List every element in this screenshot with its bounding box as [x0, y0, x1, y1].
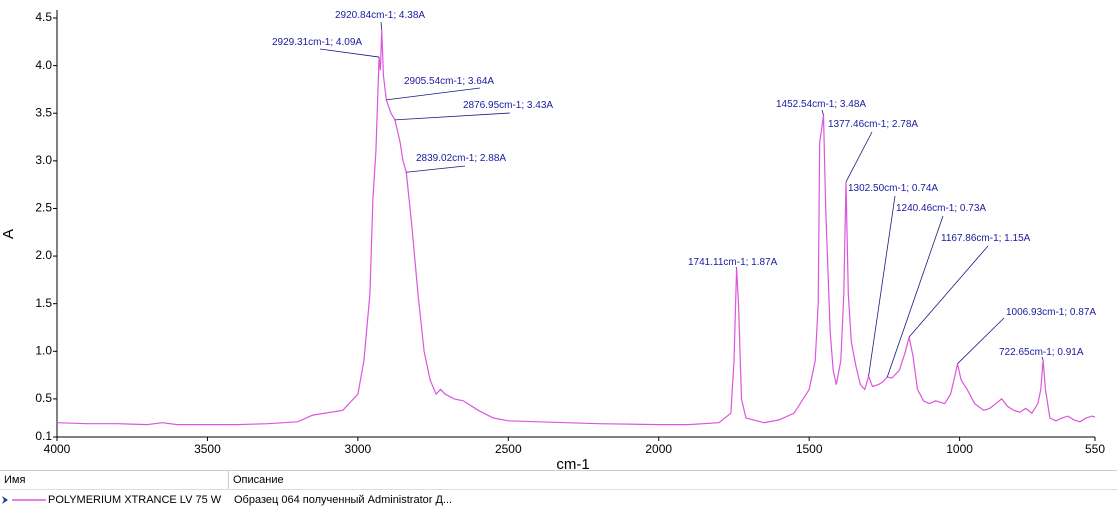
description: Образец 064 полученный Administrator Д..… [234, 493, 453, 506]
leader-line [908, 245, 989, 338]
y-tick-label: 4.0 [35, 58, 52, 72]
y-axis-label: A [0, 229, 17, 239]
peak-label: 2876.95cm-1; 3.43A [463, 100, 553, 111]
peak-label: 1452.54cm-1; 3.48A [776, 99, 866, 110]
peak-label: 2929.31cm-1; 4.09A [272, 37, 362, 48]
leader-line [886, 215, 944, 378]
leader-line [319, 48, 380, 58]
table-row[interactable]: POLYMERIUM XTRANCE LV 75 W Образец 064 п… [0, 490, 1117, 509]
peak-label: 1240.46cm-1; 0.73A [896, 203, 986, 214]
x-tick-label: 3000 [345, 442, 372, 456]
y-tick-label: 3.0 [35, 153, 52, 167]
x-tick-label: 550 [1085, 442, 1105, 456]
peak-label: 1167.86cm-1; 1.15A [941, 233, 1031, 244]
peak-label: 1377.46cm-1; 2.78A [828, 119, 918, 130]
y-tick-label: 1.5 [35, 296, 52, 310]
x-tick-label: 2500 [495, 442, 522, 456]
y-tick-label: 2.5 [35, 201, 52, 215]
leader-line [845, 131, 873, 182]
y-tick-label: 0.1 [35, 429, 52, 443]
legend-name: POLYMERIUM XTRANCE LV 75 W [48, 493, 222, 506]
leader-line [406, 165, 466, 173]
y-tick-label: 2.0 [35, 248, 52, 262]
y-tick-label: 0.5 [35, 391, 52, 405]
y-tick-label: 1.0 [35, 343, 52, 357]
x-tick-label: 1000 [946, 442, 973, 456]
legend-table: Имя Описание POLYMERIUM XTRANCE LV 75 W … [0, 470, 1117, 508]
peak-label: 2905.54cm-1; 3.64A [404, 76, 494, 87]
column-header[interactable]: Имя [0, 471, 229, 489]
peak-label: 1741.11cm-1; 1.87A [688, 257, 778, 268]
leader-line [735, 266, 737, 269]
peak-label: 1006.93cm-1; 0.87A [1006, 307, 1096, 318]
x-tick-label: 1500 [796, 442, 823, 456]
peak-label: 2920.84cm-1; 4.38A [335, 10, 425, 21]
y-tick-label: 3.5 [35, 105, 52, 119]
series-icon [2, 495, 46, 504]
leader-line [1041, 356, 1044, 361]
peak-label: 2839.02cm-1; 2.88A [416, 153, 506, 164]
x-axis-label: cm-1 [556, 456, 589, 470]
x-tick-label: 2000 [645, 442, 672, 456]
x-tick-label: 4000 [44, 442, 71, 456]
y-tick-label: 4.5 [35, 10, 52, 24]
leader-line [380, 21, 383, 30]
column-header[interactable]: Описание [233, 474, 284, 486]
x-tick-label: 3500 [194, 442, 221, 456]
leader-line [868, 195, 896, 377]
peak-label: 722.65cm-1; 0.91A [999, 347, 1084, 358]
peak-label: 1302.50cm-1; 0.74A [848, 183, 938, 194]
table-header: Имя Описание [0, 470, 1117, 490]
leader-line [394, 112, 511, 121]
leader-line [386, 87, 481, 101]
leader-line [821, 109, 824, 116]
leader-line [957, 317, 1005, 364]
spectrum-line [56, 29, 1096, 426]
chart: cm-1 A 0.1 0.5 1.0 1.5 2.0 2.5 3.0 3.5 4.0 4.5 400… [0, 10, 1105, 470]
